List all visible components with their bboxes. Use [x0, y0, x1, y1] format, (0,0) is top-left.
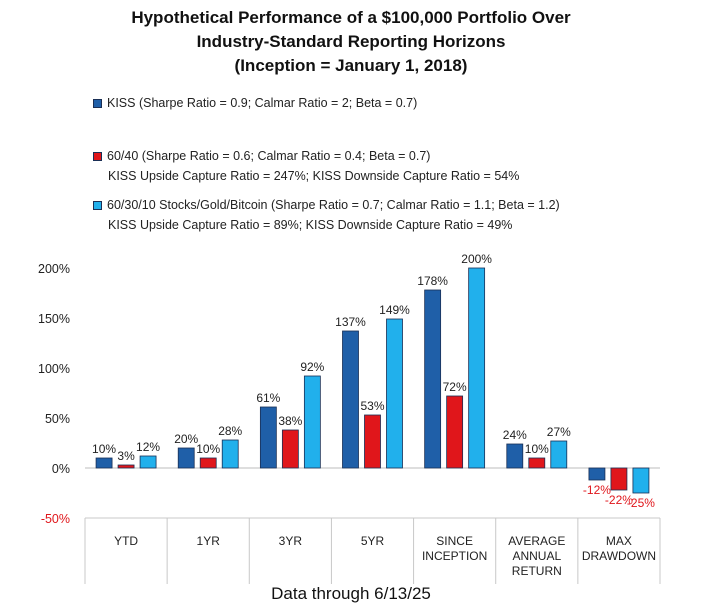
bar-2-6 [632, 467, 650, 494]
data-label: -22% [605, 493, 633, 507]
bar-0-3 [342, 330, 359, 469]
data-footnote: Data through 6/13/25 [271, 584, 431, 603]
legend-label-60-30-10: 60/30/10 Stocks/Gold/Bitcoin (Sharpe Rat… [107, 198, 560, 212]
category-label: RETURN [512, 564, 562, 578]
data-label: -25% [627, 496, 655, 510]
y-tick-label: 200% [38, 262, 70, 276]
y-tick-label: -50% [41, 512, 70, 526]
data-label: 53% [360, 399, 384, 413]
data-label: 10% [525, 442, 549, 456]
bar-1-0 [117, 464, 135, 469]
data-label: 20% [174, 432, 198, 446]
y-tick-label: 50% [45, 412, 70, 426]
bar-1-1 [199, 457, 217, 469]
legend-swatch-60-30-10 [93, 200, 102, 210]
data-label: 178% [417, 274, 448, 288]
bar-0-6 [588, 467, 606, 481]
category-label: YTD [114, 534, 138, 548]
bar-0-0 [95, 457, 113, 469]
category-label: DRAWDOWN [582, 549, 656, 563]
data-label: 10% [196, 442, 220, 456]
bar-1-6 [610, 467, 628, 491]
data-label: 28% [218, 424, 242, 438]
category-label: 1YR [197, 534, 221, 548]
data-label: 200% [461, 252, 492, 266]
category-label: ANNUAL [512, 549, 561, 563]
data-label: 92% [300, 360, 324, 374]
category-label: 3YR [279, 534, 303, 548]
bar-2-5 [550, 440, 568, 469]
data-label: 10% [92, 442, 116, 456]
bar-2-4 [468, 267, 486, 469]
bar-2-3 [386, 318, 403, 469]
category-label: MAX [606, 534, 632, 548]
chart-title: Hypothetical Performance of a $100,000 P… [0, 6, 702, 78]
data-label: 149% [379, 303, 410, 317]
data-label: 24% [503, 428, 527, 442]
category-label: AVERAGE [508, 534, 565, 548]
legend-swatch-kiss [93, 98, 102, 108]
bar-1-2 [281, 429, 299, 469]
y-tick-label: 150% [38, 312, 70, 326]
legend-entry-60-40: 60/40 (Sharpe Ratio = 0.6; Calmar Ratio … [93, 146, 519, 186]
data-label: 27% [547, 425, 571, 439]
bar-0-4 [424, 289, 442, 469]
bar-2-2 [303, 375, 321, 469]
y-tick-label: 0% [52, 462, 70, 476]
legend-label-kiss: KISS (Sharpe Ratio = 0.9; Calmar Ratio =… [107, 96, 418, 110]
legend-swatch-60-40 [93, 151, 102, 161]
chart-title-line-1: Hypothetical Performance of a $100,000 P… [131, 8, 571, 27]
data-label: 38% [278, 414, 302, 428]
data-label: -12% [583, 483, 611, 497]
data-label: 61% [256, 391, 280, 405]
bar-1-3 [364, 414, 381, 469]
legend-note-60-30-10: KISS Upside Capture Ratio = 89%; KISS Do… [108, 218, 513, 232]
bar-0-1 [177, 447, 195, 469]
chart-title-line-3: (Inception = January 1, 2018) [234, 56, 468, 75]
category-label: 5YR [361, 534, 385, 548]
data-label: 3% [117, 449, 135, 463]
bar-0-5 [506, 443, 524, 469]
legend-label-60-40: 60/40 (Sharpe Ratio = 0.6; Calmar Ratio … [107, 149, 431, 163]
data-label: 72% [443, 380, 467, 394]
bar-2-0 [139, 455, 157, 469]
y-tick-label: 100% [38, 362, 70, 376]
category-label: SINCE [436, 534, 473, 548]
bar-0-2 [259, 406, 277, 469]
data-label: 12% [136, 440, 160, 454]
category-label: INCEPTION [422, 549, 487, 563]
legend-note-60-40: KISS Upside Capture Ratio = 247%; KISS D… [108, 169, 520, 183]
bar-2-1 [221, 439, 239, 469]
legend-entry-60-30-10: 60/30/10 Stocks/Gold/Bitcoin (Sharpe Rat… [93, 195, 560, 235]
bar-1-4 [446, 395, 464, 469]
legend-entry-kiss: KISS (Sharpe Ratio = 0.9; Calmar Ratio =… [93, 93, 417, 113]
bar-1-5 [528, 457, 546, 469]
chart-title-line-2: Industry-Standard Reporting Horizons [196, 32, 506, 51]
data-label: 137% [335, 315, 366, 329]
